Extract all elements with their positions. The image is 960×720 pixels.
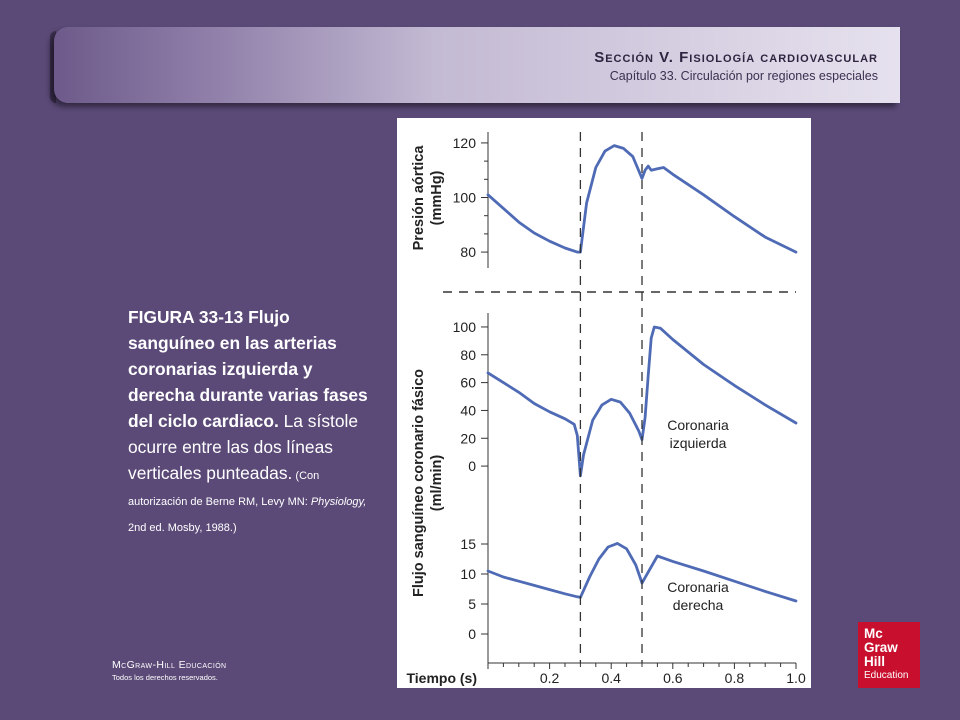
left-tick-label: 100 xyxy=(453,319,477,335)
figure-caption: FIGURA 33-13 Flujo sanguíneo en las arte… xyxy=(128,304,368,538)
mcgraw-hill-logo: Mc Graw Hill Education xyxy=(858,622,920,688)
left-tick-label: 80 xyxy=(460,347,476,363)
caption-credit-italic: Physiology, xyxy=(310,496,367,508)
left-tick-label: 0 xyxy=(468,458,476,474)
right-tick-label: 15 xyxy=(460,536,476,552)
logo-line-2: Graw xyxy=(864,640,898,655)
aortic-ylabel-line-2: (mmHg) xyxy=(429,170,445,225)
caption-credit-end: 2nd ed. Mosby, 1988.) xyxy=(128,522,237,534)
chapter-title: Capítulo 33. Circulación por regiones es… xyxy=(609,69,878,83)
x-tick-label: 0.2 xyxy=(540,670,560,686)
flow-ylabel-line-1: Flujo sanguíneo coronario fásico xyxy=(411,369,427,597)
right-series-line xyxy=(486,542,798,603)
logo-line-3: Hill xyxy=(864,654,886,669)
x-tick-label: 0.6 xyxy=(663,670,683,686)
figure-panel: 80 100 120 0 20 40 60 80 100 Coronaria izquierda 0 5… xyxy=(397,118,811,688)
right-tick-label: 5 xyxy=(468,596,476,612)
x-tick-label: 0.8 xyxy=(725,670,745,686)
header-banner xyxy=(54,27,900,103)
left-tick-label: 60 xyxy=(460,375,476,391)
caption-bold: FIGURA 33-13 Flujo sanguíneo en las arte… xyxy=(128,307,368,431)
x-tick-label: 1.0 xyxy=(786,670,806,686)
left-label-line-1: Coronaria xyxy=(667,417,729,433)
caption-credit: (Con autorización de Berne RM, Levy MN: xyxy=(128,470,320,508)
coronary-flow-chart: 80 100 120 0 20 40 60 80 100 Coronaria izquierda 0 5… xyxy=(406,132,806,686)
right-label-line-2: derecha xyxy=(673,597,724,613)
right-tick-label: 0 xyxy=(468,626,476,642)
right-label-line-1: Coronaria xyxy=(667,579,729,595)
banner-edge xyxy=(50,31,56,103)
publisher-name: McGraw-Hill Educación xyxy=(112,659,227,671)
aortic-tick-label: 80 xyxy=(460,244,476,260)
x-axis-label: Tiempo (s) xyxy=(406,670,477,686)
aortic-ylabel-line-1: Presión aórtica xyxy=(411,145,427,251)
left-label-line-2: izquierda xyxy=(670,435,727,451)
aortic-tick-label: 120 xyxy=(453,135,477,151)
flow-ylabel-line-2: (ml/min) xyxy=(429,455,445,512)
aortic-tick-label: 100 xyxy=(453,190,477,206)
left-tick-label: 20 xyxy=(460,430,476,446)
left-tick-label: 40 xyxy=(460,402,476,418)
logo-line-1: Mc xyxy=(864,626,883,641)
left-series-line xyxy=(486,325,798,478)
caption-normal: La sístole ocurre entre las dos líneas v… xyxy=(128,411,359,483)
x-tick-label: 0.4 xyxy=(601,670,621,686)
aortic-series-line xyxy=(486,144,798,254)
section-title: Sección V. Fisiología cardiovascular xyxy=(594,49,878,66)
logo-line-4: Education xyxy=(864,670,909,681)
rights-notice: Todos los derechos reservados. xyxy=(112,673,218,682)
right-tick-label: 10 xyxy=(460,566,476,582)
